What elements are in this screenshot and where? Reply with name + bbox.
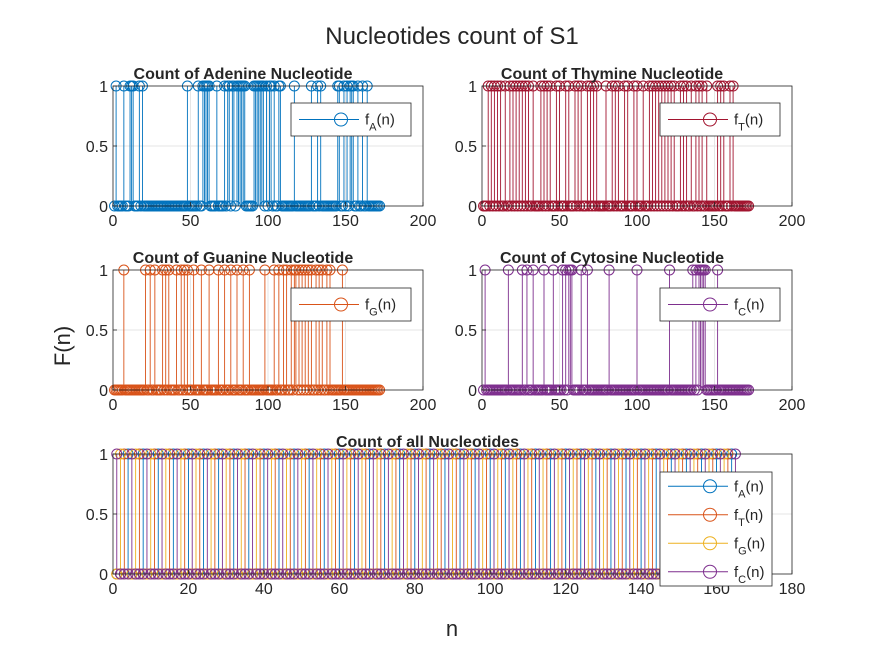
figure-title: Nucleotides count of S1 [325, 23, 579, 50]
x-tick-label: 100 [255, 397, 282, 414]
legend-marker [703, 297, 717, 312]
legend-label: fC(n) [734, 297, 764, 319]
legend-marker [703, 564, 717, 579]
y-tick-label: 0.5 [455, 323, 477, 340]
x-tick-label: 0 [109, 581, 118, 598]
legend: fA(n) fT(n) fG(n) fC(n) [659, 471, 773, 587]
x-tick-label: 20 [180, 581, 198, 598]
x-tick-label: 120 [552, 581, 579, 598]
x-tick-label: 100 [624, 397, 651, 414]
legend: fT(n) [659, 102, 781, 137]
y-tick-label: 0.5 [86, 323, 108, 340]
subplot-title: Count of Guanine Nucleotide [133, 250, 354, 267]
x-tick-label: 180 [779, 581, 806, 598]
legend-label: fA(n) [734, 478, 764, 500]
subplot-3: 0 0.5 1 0 50 100 150 200 Count of Cytosine Nucle… [455, 250, 806, 414]
y-tick-label: 0.5 [86, 507, 108, 524]
x-tick-label: 200 [779, 397, 806, 414]
x-tick-label: 140 [628, 581, 655, 598]
legend-label: fG(n) [734, 535, 765, 557]
legend-label: fA(n) [365, 112, 395, 134]
subplot-title: Count of Cytosine Nucleotide [500, 250, 724, 267]
subplot-title: Count of Adenine Nucleotide [134, 66, 353, 83]
legend-marker [703, 479, 717, 494]
figure-ylabel: F(n) [50, 326, 75, 366]
y-tick-label: 1 [99, 79, 108, 96]
y-tick-label: 0.5 [86, 139, 108, 156]
x-tick-label: 40 [255, 581, 273, 598]
x-tick-label: 50 [182, 397, 200, 414]
y-tick-label: 0 [99, 199, 108, 216]
legend: fG(n) [290, 287, 412, 322]
x-tick-label: 100 [255, 213, 282, 230]
subplot-0: 0 0.5 1 0 50 100 150 200 Count of Adenine Nucleo… [86, 66, 437, 230]
x-tick-label: 0 [478, 397, 487, 414]
legend-marker [703, 507, 717, 522]
legend-marker [334, 297, 348, 312]
x-tick-label: 150 [701, 397, 728, 414]
legend-marker [703, 536, 717, 551]
x-tick-label: 150 [332, 397, 359, 414]
figure-xlabel: n [446, 616, 458, 641]
x-tick-label: 0 [109, 213, 118, 230]
legend-marker [703, 112, 717, 127]
legend-label: fT(n) [734, 507, 763, 529]
subplot-2: 0 0.5 1 0 50 100 150 200 Count of Guanine Nucleo… [86, 250, 437, 414]
y-tick-label: 1 [99, 447, 108, 464]
subplot-1: 0 0.5 1 0 50 100 150 200 Count of Thymine Nucleo… [455, 66, 806, 230]
legend: fA(n) [290, 102, 412, 137]
legend-box [659, 471, 773, 587]
x-tick-label: 100 [624, 213, 651, 230]
legend-marker [334, 112, 348, 127]
subplot-title: Count of Thymine Nucleotide [501, 66, 723, 83]
y-tick-label: 0 [468, 383, 477, 400]
y-tick-label: 0 [99, 567, 108, 584]
y-tick-label: 0.5 [455, 139, 477, 156]
legend-label: fG(n) [365, 297, 396, 319]
x-tick-label: 60 [330, 581, 348, 598]
legend-label: fC(n) [734, 564, 764, 586]
y-tick-label: 0 [468, 199, 477, 216]
x-tick-label: 150 [701, 213, 728, 230]
stem-series-group [111, 448, 741, 580]
legend-label: fT(n) [734, 112, 763, 134]
y-tick-label: 1 [99, 263, 108, 280]
x-tick-label: 50 [182, 213, 200, 230]
y-tick-label: 1 [468, 263, 477, 280]
x-tick-label: 0 [478, 213, 487, 230]
legend: fC(n) [659, 287, 781, 322]
x-tick-label: 50 [551, 213, 569, 230]
x-tick-label: 200 [779, 213, 806, 230]
x-tick-label: 80 [406, 581, 424, 598]
x-tick-label: 200 [410, 397, 437, 414]
x-tick-label: 150 [332, 213, 359, 230]
x-tick-label: 100 [477, 581, 504, 598]
x-tick-label: 50 [551, 397, 569, 414]
x-tick-label: 200 [410, 213, 437, 230]
y-tick-label: 1 [468, 79, 477, 96]
x-tick-label: 0 [109, 397, 118, 414]
y-tick-label: 0 [99, 383, 108, 400]
subplot-title: Count of all Nucleotides [336, 434, 519, 451]
